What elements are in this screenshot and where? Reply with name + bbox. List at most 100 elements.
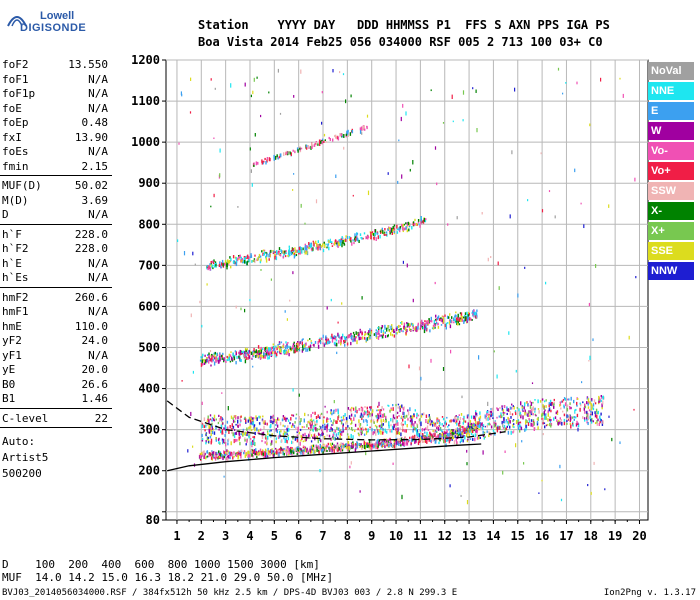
echo-point	[253, 425, 255, 429]
echo-point	[326, 445, 329, 448]
echo-point	[517, 422, 520, 426]
noise-point	[405, 111, 407, 116]
echo-point	[437, 323, 439, 326]
echo-point	[301, 426, 303, 429]
echo-point	[282, 349, 285, 354]
param-value: 260.6	[74, 290, 108, 304]
param-value: 3.69	[81, 193, 109, 207]
echo-point	[440, 317, 442, 320]
echo-point	[408, 439, 410, 442]
echo-point	[309, 338, 311, 340]
echo-point	[209, 435, 212, 439]
echo-point	[518, 426, 520, 431]
echo-point	[521, 406, 523, 409]
echo-point	[576, 404, 578, 407]
echo-point	[360, 126, 363, 131]
echo-point	[355, 237, 357, 242]
echo-point	[265, 434, 267, 439]
echo-point	[354, 338, 356, 342]
echo-point	[464, 430, 466, 434]
echo-point	[338, 239, 341, 243]
echo-point	[456, 441, 459, 445]
echo-point	[587, 421, 589, 426]
echo-point	[576, 420, 578, 424]
echo-point	[288, 452, 290, 455]
echo-point	[271, 350, 274, 353]
echo-point	[341, 243, 343, 248]
echo-point	[229, 456, 231, 460]
echo-point	[291, 252, 294, 254]
echo-point	[279, 421, 282, 426]
echo-point	[439, 428, 441, 431]
echo-point	[344, 413, 346, 417]
noise-point	[409, 168, 411, 172]
echo-point	[215, 418, 217, 421]
echo-point	[360, 443, 362, 448]
echo-point	[520, 426, 523, 431]
noise-point	[313, 419, 315, 422]
echo-point	[579, 402, 581, 405]
echo-point	[311, 450, 313, 454]
param-value: 228.0	[74, 227, 108, 241]
param-row: D N/A	[2, 208, 108, 222]
echo-point	[332, 424, 334, 426]
echo-point	[258, 350, 260, 353]
echo-point	[307, 339, 309, 342]
echo-point	[226, 456, 228, 461]
echo-point	[249, 438, 252, 440]
echo-point	[478, 437, 480, 440]
echo-point	[566, 414, 568, 418]
echo-point	[244, 439, 246, 442]
echo-point	[506, 408, 508, 412]
echo-point	[301, 349, 304, 353]
echo-point	[456, 432, 459, 436]
echo-point	[523, 405, 525, 410]
echo-point	[444, 323, 447, 327]
echo-point	[479, 418, 481, 422]
echo-point	[376, 231, 379, 234]
echo-point	[295, 253, 298, 257]
echo-point	[519, 423, 521, 428]
echo-point	[373, 429, 376, 432]
echo-point	[278, 452, 280, 457]
echo-point	[262, 355, 264, 359]
echo-point	[596, 422, 598, 426]
noise-point	[304, 222, 306, 225]
echo-point	[291, 348, 293, 350]
echo-point	[298, 347, 300, 351]
echo-point	[505, 419, 508, 422]
echo-point	[235, 260, 238, 263]
echo-point	[472, 427, 474, 430]
echo-point	[379, 428, 381, 433]
echo-point	[569, 422, 571, 426]
echo-point	[322, 334, 324, 339]
echo-point	[409, 328, 411, 331]
echo-point	[259, 357, 262, 360]
echo-point	[337, 244, 339, 248]
echo-point	[245, 418, 247, 423]
echo-point	[315, 240, 317, 244]
echo-point	[377, 444, 379, 448]
echo-point	[334, 344, 336, 347]
echo-point	[348, 335, 350, 339]
echo-point	[384, 324, 386, 328]
echo-point	[203, 450, 205, 454]
echo-point	[388, 440, 390, 445]
echo-point	[398, 438, 400, 442]
echo-point	[296, 431, 298, 434]
echo-point	[423, 412, 425, 416]
echo-point	[237, 455, 239, 460]
echo-point	[346, 336, 348, 339]
echo-point	[459, 429, 461, 432]
param-key: foF2	[2, 58, 29, 71]
echo-point	[223, 357, 225, 362]
echo-point	[358, 408, 360, 411]
echo-point	[397, 441, 399, 446]
echo-point	[285, 252, 287, 255]
echo-point	[269, 350, 271, 354]
echo-point	[351, 242, 353, 246]
echo-point	[287, 419, 290, 422]
echo-point	[245, 261, 247, 264]
echo-point	[359, 445, 361, 448]
echo-point	[566, 398, 569, 401]
